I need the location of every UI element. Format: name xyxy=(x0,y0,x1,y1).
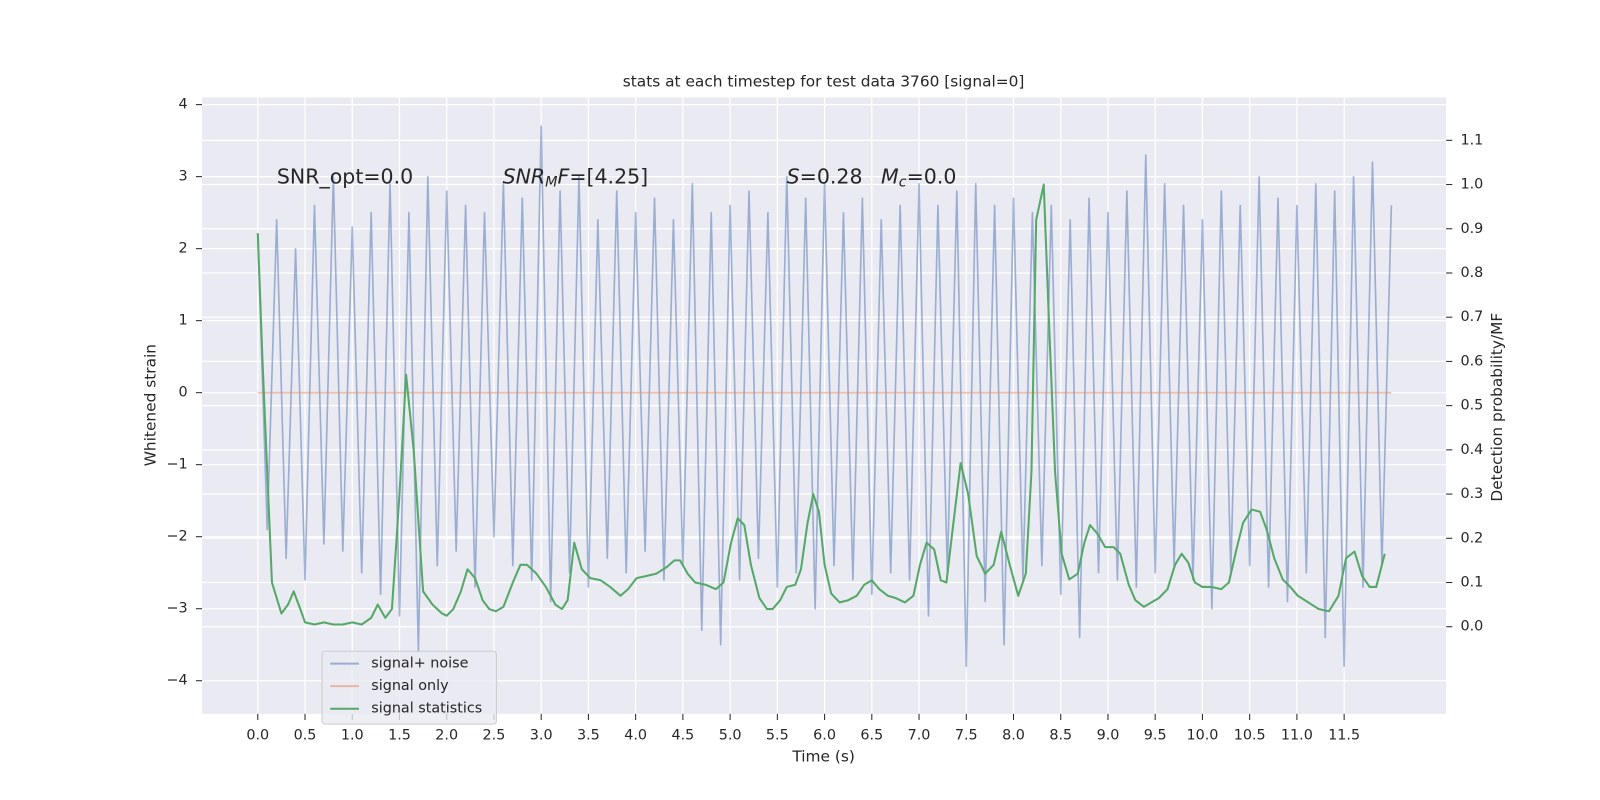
x-tick-label: 9.5 xyxy=(1144,727,1167,743)
legend-box xyxy=(321,650,497,725)
x-tick-label: 2.0 xyxy=(435,727,458,743)
x-tick-label: 10.0 xyxy=(1186,727,1218,743)
x-tick-label: 3.0 xyxy=(530,727,553,743)
x-tick-label: 9.0 xyxy=(1097,727,1120,743)
x-tick-label: 7.5 xyxy=(955,727,978,743)
y2-tick-label: 0.9 xyxy=(1461,221,1484,237)
y-axis-label: Whitened strain xyxy=(141,344,159,466)
annotation-part: =0.28 xyxy=(800,164,863,188)
y2-tick-label: 0.4 xyxy=(1461,442,1484,458)
annotation: S=0.28 xyxy=(787,164,863,188)
x-tick-label: 5.0 xyxy=(719,727,742,743)
annotation: SNRMF=[4.25] xyxy=(503,164,649,190)
annotation-part: M xyxy=(881,164,899,188)
x-tick-label: 1.5 xyxy=(388,727,411,743)
y-tick-label: −3 xyxy=(167,601,188,617)
y2-tick-label: 0.0 xyxy=(1461,619,1484,635)
x-axis-label: Time (s) xyxy=(791,747,855,765)
y2-tick-label: 0.5 xyxy=(1461,398,1484,414)
y2-tick-label: 0.1 xyxy=(1461,575,1484,591)
annotation-part: SNR_opt=0.0 xyxy=(277,164,413,189)
annotation-part: SNR xyxy=(503,164,546,188)
x-tick-label: 6.5 xyxy=(860,727,883,743)
grid xyxy=(202,97,1447,714)
figure: stats at each timestep for test data 376… xyxy=(141,73,1506,766)
x-tick-label: 11.5 xyxy=(1328,727,1360,743)
y-tick-label: 1 xyxy=(179,313,188,329)
x-tick-label: 11.0 xyxy=(1281,727,1313,743)
x-tick-label: 5.5 xyxy=(766,727,789,743)
y2-tick-label: 0.7 xyxy=(1461,309,1484,325)
annotation-part: =0.0 xyxy=(907,164,957,188)
y-tick-label: −1 xyxy=(167,457,188,473)
y-tick-label: 0 xyxy=(179,385,188,401)
annotation: SNR_opt=0.0 xyxy=(277,164,413,189)
y-tick-label: 3 xyxy=(179,169,188,185)
x-tick-label: 3.5 xyxy=(577,727,600,743)
series-line xyxy=(256,125,1393,668)
legend-label: signal statistics xyxy=(371,701,482,717)
series-line xyxy=(256,183,1386,626)
annotation-part: =[4.25] xyxy=(569,164,648,188)
y-tick-label: 4 xyxy=(179,97,188,113)
x-tick-label: 2.5 xyxy=(483,727,506,743)
y-tick-label: 2 xyxy=(179,241,188,257)
x-tick-label: 6.0 xyxy=(813,727,836,743)
x-tick-label: 1.0 xyxy=(341,727,364,743)
y2-tick-label: 1.0 xyxy=(1461,177,1484,193)
y2-tick-label: 1.1 xyxy=(1461,132,1484,148)
x-tick-label: 8.5 xyxy=(1049,727,1072,743)
annotation-part: c xyxy=(899,175,907,191)
y2-tick-label: 0.3 xyxy=(1461,486,1484,502)
x-tick-label: 10.5 xyxy=(1234,727,1266,743)
annotation-part: S xyxy=(787,164,800,188)
y2-tick-label: 0.6 xyxy=(1461,353,1484,369)
annotation-part: M xyxy=(545,175,557,191)
chart-title: stats at each timestep for test data 376… xyxy=(623,73,1025,91)
x-tick-label: 0.5 xyxy=(294,727,317,743)
y2-tick-label: 0.8 xyxy=(1461,265,1484,281)
legend-label: signal only xyxy=(371,678,449,694)
y2-tick-label: 0.2 xyxy=(1461,530,1484,546)
y-tick-label: −4 xyxy=(167,673,188,689)
y-tick-label: −2 xyxy=(167,529,188,545)
x-tick-label: 4.5 xyxy=(671,727,694,743)
x-tick-label: 7.0 xyxy=(908,727,931,743)
legend-label: signal+ noise xyxy=(371,656,468,672)
y2-axis-label: Detection probability/MF xyxy=(1488,313,1506,502)
x-tick-label: 8.0 xyxy=(1002,727,1025,743)
annotation-part: F xyxy=(558,164,571,188)
x-tick-label: 0.0 xyxy=(246,727,269,743)
annotation: Mc=0.0 xyxy=(881,164,956,190)
x-tick-label: 4.0 xyxy=(624,727,647,743)
